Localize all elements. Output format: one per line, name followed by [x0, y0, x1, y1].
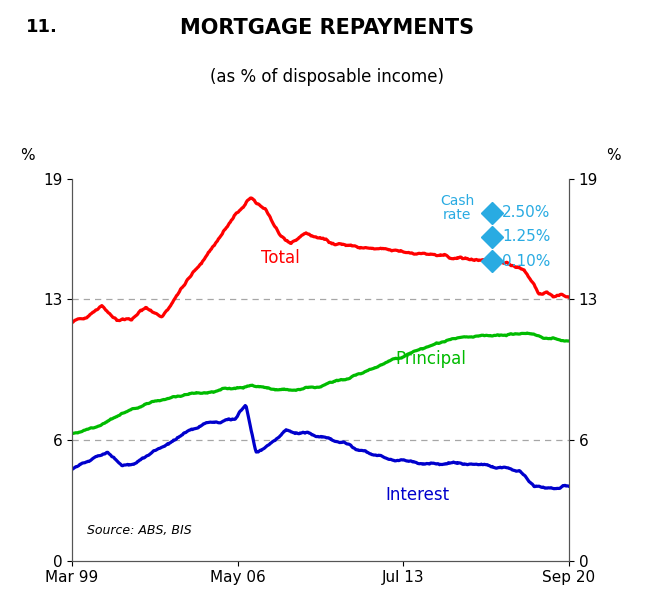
Text: 11.: 11.	[26, 18, 58, 36]
Text: Interest: Interest	[385, 486, 449, 505]
Text: %: %	[606, 148, 621, 163]
Text: 2.50%: 2.50%	[502, 205, 550, 221]
Text: 0.10%: 0.10%	[502, 254, 550, 269]
Text: (as % of disposable income): (as % of disposable income)	[210, 68, 444, 86]
Text: %: %	[20, 148, 35, 163]
Text: Cash: Cash	[440, 194, 474, 208]
Text: Principal: Principal	[395, 349, 466, 368]
Text: Source: ABS, BIS: Source: ABS, BIS	[87, 524, 192, 537]
Text: 1.25%: 1.25%	[502, 229, 550, 245]
Text: rate: rate	[443, 208, 472, 222]
Text: Total: Total	[261, 249, 300, 267]
Text: MORTGAGE REPAYMENTS: MORTGAGE REPAYMENTS	[180, 18, 474, 38]
